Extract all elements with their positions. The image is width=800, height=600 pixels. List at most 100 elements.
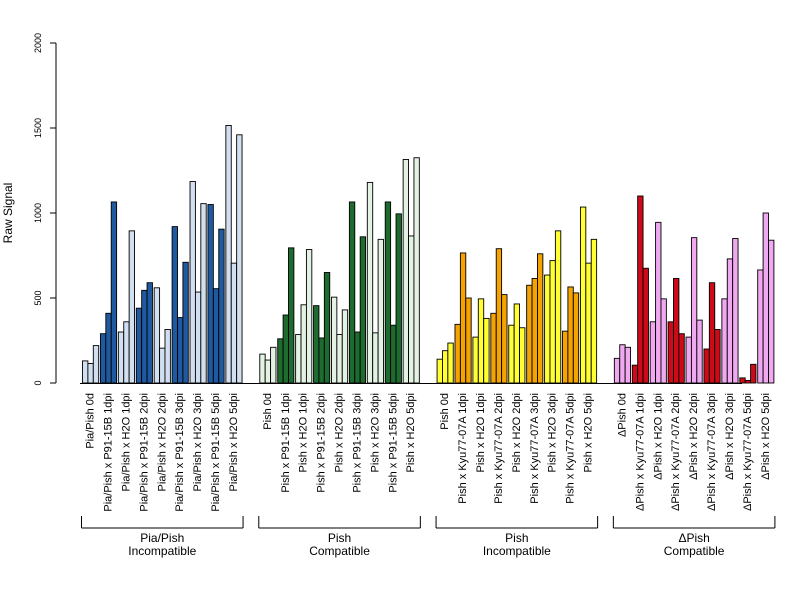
bar: [757, 269, 764, 384]
bar: [146, 282, 153, 384]
bar: [395, 213, 402, 384]
bar: [182, 261, 189, 384]
bar: [690, 237, 698, 384]
bar: [236, 134, 243, 384]
bar: [762, 212, 769, 384]
x-tick-label: Pish 0d: [262, 393, 274, 430]
bar: [105, 312, 112, 384]
x-tick-label: ΔPish x H2O 2dpi: [688, 393, 700, 480]
bar: [288, 247, 295, 384]
bar: [354, 331, 361, 384]
bar: [300, 304, 307, 384]
bar: [442, 350, 449, 384]
bar: [537, 253, 544, 384]
bar: [667, 321, 674, 384]
group-label-line1: Pish: [505, 531, 528, 545]
bar: [732, 238, 739, 384]
x-tick-label: Pish x P91-15B 5dpi: [387, 393, 399, 493]
bar: [703, 348, 710, 384]
bar: [92, 345, 100, 384]
bars: [82, 124, 775, 384]
group-label-line2: Compatible: [309, 544, 370, 558]
x-tick-label: Pish x H2O 3dpi: [547, 393, 559, 472]
bar: [313, 305, 320, 384]
bar: [590, 238, 598, 384]
y-tick-label: 500: [33, 290, 43, 305]
y-tick-label: 0: [33, 380, 43, 385]
x-tick-label: Pish x Kyu77-07A 3dpi: [529, 393, 541, 504]
bar: [331, 296, 338, 384]
x-tick-label: ΔPish x H2O 5dpi: [760, 393, 772, 480]
bar: [526, 284, 533, 384]
x-tick-label: Pish x Kyu77-07A 2dpi: [493, 393, 505, 504]
bar: [508, 324, 515, 384]
x-tick-label: Pia/Pish x P91-15B 3dpi: [174, 393, 186, 512]
bar: [295, 334, 302, 384]
x-tick-label: Pish x H2O 2dpi: [334, 393, 346, 472]
bar: [750, 363, 757, 384]
bar: [117, 331, 125, 384]
bar: [159, 347, 166, 384]
x-tick-label: Pish 0d: [439, 393, 451, 430]
bar: [359, 236, 367, 384]
bar: [613, 357, 621, 384]
x-tick-labels: Pia/Pish 0d Pia/Pish x P91-15B 1dpi Pia/Pi…: [85, 393, 772, 512]
bar: [579, 206, 587, 384]
bar: [585, 262, 592, 384]
bar: [200, 203, 207, 384]
bar: [194, 291, 202, 384]
bar: [567, 286, 574, 384]
bar: [207, 204, 214, 384]
bar: [685, 336, 692, 384]
bar: [128, 230, 135, 384]
bar: [696, 319, 703, 384]
bar: [164, 329, 171, 384]
bar: [619, 344, 626, 384]
bar: [436, 358, 443, 384]
bar: [631, 364, 639, 384]
bar: [519, 327, 526, 384]
group-label-line1: ΔPish: [678, 531, 709, 545]
bar: [513, 303, 520, 384]
bar: [708, 282, 716, 384]
bar: [259, 353, 266, 384]
x-tick-label: Pish x P91-15B 3dpi: [351, 393, 363, 493]
group-label-line1: Pish: [328, 531, 351, 545]
bar: [264, 359, 272, 384]
x-tick-label: Pia/Pish x P91-15B 2dpi: [138, 393, 150, 512]
bar: [413, 157, 420, 384]
bar: [726, 258, 734, 384]
x-tick-label: ΔPish x Kyu77-07A 1dpi: [634, 393, 646, 511]
group-label-line2: Compatible: [664, 544, 725, 558]
bar: [218, 228, 225, 384]
x-tick-label: ΔPish x H2O 3dpi: [724, 393, 736, 480]
bar: [177, 317, 184, 384]
bar: [153, 287, 161, 384]
bar: [544, 274, 551, 384]
bar: [212, 288, 220, 384]
bar: [366, 181, 374, 384]
bar: [483, 317, 490, 384]
x-tick-label: Pish x P91-15B 2dpi: [316, 393, 328, 493]
bar: [459, 252, 467, 384]
bar: [660, 298, 667, 384]
y-tick-label: 1000: [33, 203, 43, 223]
bar: [305, 249, 313, 384]
bar: [495, 248, 503, 384]
group-label-line2: Incompatible: [128, 544, 196, 558]
bar: [141, 289, 148, 384]
bar: [562, 330, 569, 384]
x-tick-label: Pia/Pish x H2O 3dpi: [192, 393, 204, 491]
bar: [135, 307, 143, 384]
bar: [472, 336, 479, 384]
x-tick-label: ΔPish x H2O 1dpi: [652, 393, 664, 480]
group-label-line2: Incompatible: [483, 544, 551, 558]
bar: [531, 278, 538, 384]
bar: [447, 342, 454, 384]
bar: [318, 337, 325, 384]
bar: [82, 360, 89, 384]
x-tick-label: Pia/Pish x P91-15B 5dpi: [210, 393, 222, 512]
bar: [171, 226, 178, 384]
x-tick-label: Pish x Kyu77-07A 1dpi: [457, 393, 469, 504]
